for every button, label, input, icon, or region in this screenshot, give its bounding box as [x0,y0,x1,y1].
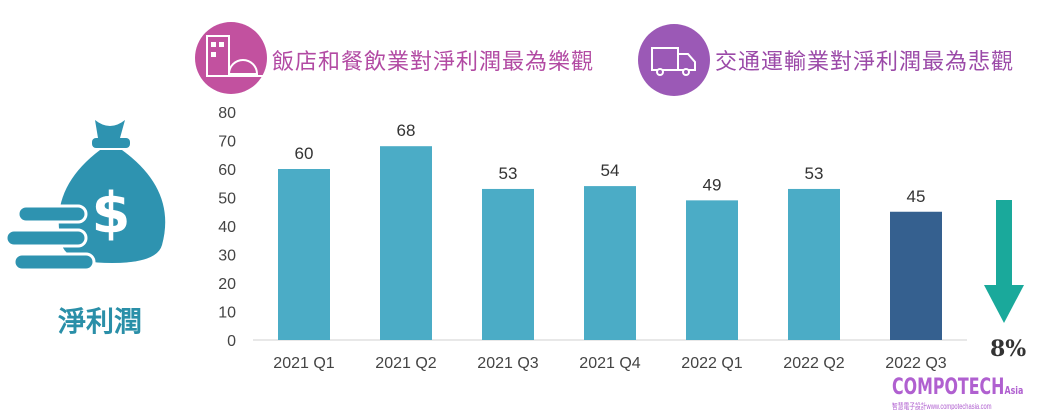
data-label: 68 [397,121,416,140]
y-tick-label: 10 [218,305,236,322]
down-arrow-icon [984,200,1024,323]
y-tick-label: 40 [218,219,236,236]
svg-text:$: $ [92,181,131,246]
bar [278,169,330,340]
bar [686,200,738,340]
bar [482,188,534,340]
bar [380,146,432,340]
x-tick-label: 2021 Q3 [477,355,538,372]
y-tick-label: 60 [218,162,236,179]
y-tick-label: 30 [218,248,236,265]
watermark-brand: COMPOTECH [892,375,1005,400]
x-tick-label: 2021 Q4 [579,355,640,372]
bar [584,186,636,340]
data-label: 54 [601,161,620,180]
x-tick-label: 2022 Q3 [885,355,946,372]
data-label: 45 [907,187,926,206]
watermark-suffix: Asia [1004,384,1024,397]
y-tick-label: 70 [218,134,236,151]
y-tick-label: 50 [218,191,236,208]
data-label: 53 [499,164,518,183]
watermark: COMPOTECHAsia 智慧電子設計www.compotechasia.co… [892,377,1023,410]
net-profit-label: 淨利潤 [58,305,143,338]
data-label: 53 [805,164,824,183]
y-tick-label: 0 [227,333,236,350]
x-tick-label: 2022 Q1 [681,355,742,372]
watermark-tagline: 智慧電子設計www.compotechasia.com [892,402,992,410]
money-bag-icon: $ [4,120,166,272]
y-tick-label: 80 [218,105,236,122]
header-hospitality: 飯店和餐飲業對淨利潤最為樂觀 [272,50,595,75]
delivery-truck-icon [638,24,710,96]
hotel-restaurant-icon [195,22,267,94]
data-label: 49 [703,175,722,194]
x-tick-label: 2022 Q2 [783,355,844,372]
data-label: 60 [295,144,314,163]
bar [890,211,942,340]
header-transport: 交通運輸業對淨利潤最為悲觀 [715,50,1015,75]
x-tick-label: 2021 Q2 [375,355,436,372]
bar [788,188,840,340]
y-tick-label: 20 [218,276,236,293]
x-tick-label: 2021 Q1 [273,355,334,372]
change-percent: 8% [990,336,1027,362]
